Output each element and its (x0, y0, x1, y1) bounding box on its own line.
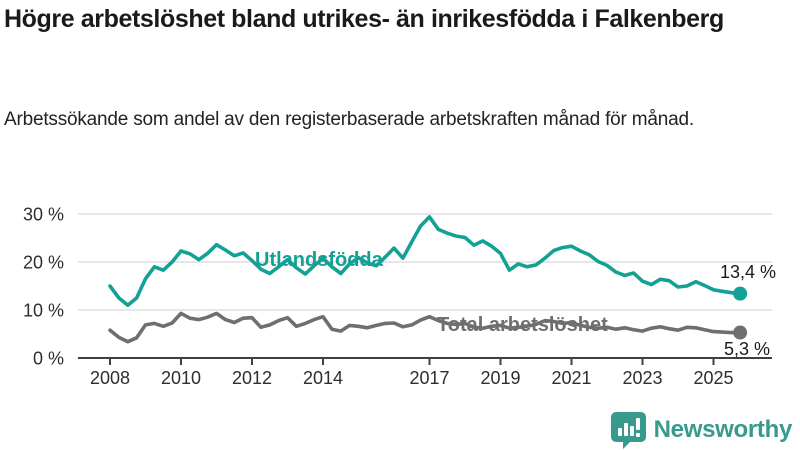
series-end-dot-utlandsfodda (733, 286, 748, 301)
line-chart-canvas: 0 % 10 % 20 % 30 % 2008 2010 2012 2014 2017 2019 2… (23, 205, 776, 389)
x-tick-label: 2025 (693, 368, 733, 388)
series-end-dot-total-arbetsloshet (733, 325, 748, 340)
x-tick-label: 2019 (480, 368, 520, 388)
newsworthy-logo: Newsworthy (610, 410, 792, 450)
series-end-value-utlandsfodda: 13,4 % (720, 262, 776, 282)
x-tick-label: 2017 (409, 368, 449, 388)
y-tick-label: 10 % (23, 301, 64, 321)
x-tick-label: 2010 (161, 368, 201, 388)
chart-subtitle: Arbetssökande som andel av den registerb… (4, 109, 694, 130)
series-end-value-total-arbetsloshet: 5,3 % (724, 339, 770, 359)
x-tick-label: 2021 (551, 368, 591, 388)
chart-title: Högre arbetslöshet bland utrikes- än inr… (4, 5, 724, 33)
x-tick-label: 2012 (232, 368, 272, 388)
newsworthy-wordmark: Newsworthy (653, 416, 793, 443)
newsworthy-bubble-chart-icon (610, 412, 646, 449)
y-tick-label: 0 % (33, 349, 64, 369)
x-tick-label: 2008 (90, 368, 130, 388)
series-line-total-arbetsloshet (108, 311, 742, 344)
series-label-utlandsfodda: Utlandsfödda (255, 249, 384, 271)
series-line-utlandsfodda (108, 215, 742, 308)
series-label-total-arbetsloshet: Total arbetslöshet (437, 314, 608, 336)
x-tick-label: 2014 (303, 368, 343, 388)
y-tick-label: 30 % (23, 205, 64, 225)
x-tick-label: 2023 (622, 368, 662, 388)
y-tick-label: 20 % (23, 253, 64, 273)
